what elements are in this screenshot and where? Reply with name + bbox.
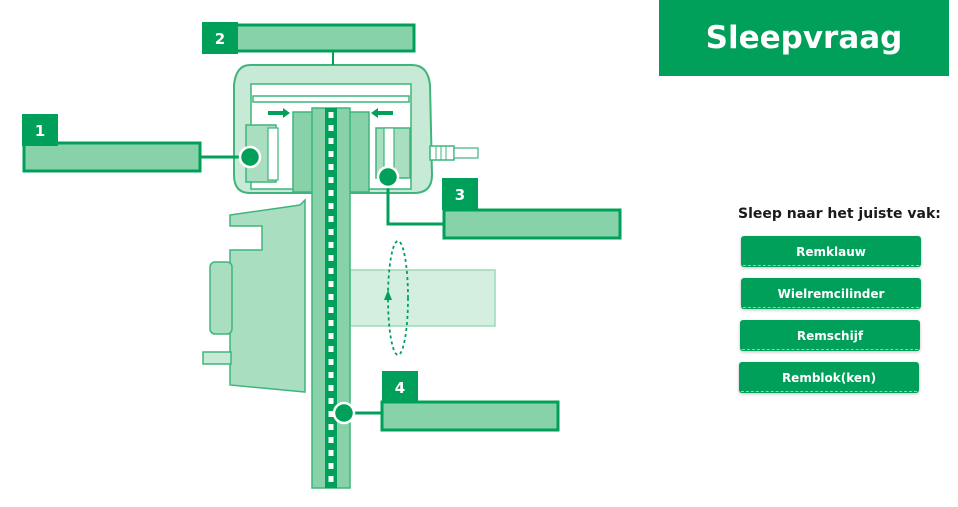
- target-number-badge-3: [442, 178, 478, 210]
- drop-target-4[interactable]: [380, 400, 560, 432]
- drag-item-remblokken[interactable]: Remblok(ken): [739, 362, 919, 393]
- steering-knuckle: [229, 198, 306, 393]
- brake-pad-inner-right: [348, 111, 370, 193]
- target-number-3: 3: [455, 186, 465, 204]
- page-title: Sleepvraag: [659, 0, 949, 76]
- rotation-arrow-icon: [387, 240, 409, 356]
- bleed-nipple: [429, 145, 455, 161]
- target-number-badge-2: [202, 22, 238, 54]
- rotation-arrowhead-icon: [384, 290, 392, 300]
- target-pointer-3: [376, 165, 400, 189]
- target-number-badge-4: [382, 371, 418, 403]
- target-number-1: 1: [35, 122, 45, 140]
- axle-shaft: [344, 269, 496, 327]
- brake-diagram: 1 2 3 4: [22, 22, 622, 489]
- target-number-badge-1: [22, 114, 58, 146]
- piston-arrow-right-icon: [371, 108, 393, 118]
- piston-arrow-left-icon: [268, 108, 290, 118]
- drop-target-1[interactable]: [22, 141, 202, 173]
- drop-target-2[interactable]: [234, 23, 416, 53]
- target-number-4: 4: [395, 379, 405, 397]
- drag-item-remschijf[interactable]: Remschijf: [740, 320, 920, 351]
- target-number-2: 2: [215, 30, 225, 48]
- wheel-bolt: [202, 351, 232, 365]
- drop-target-3[interactable]: [442, 208, 622, 240]
- hub-cap: [209, 261, 233, 335]
- target-pointer-1: [238, 145, 262, 169]
- drag-item-remklauw[interactable]: Remklauw: [741, 236, 921, 267]
- instruction-text: Sleep naar het juiste vak:: [738, 206, 941, 222]
- brake-pad-inner-left: [292, 111, 314, 193]
- caliper-bridge: [252, 95, 410, 103]
- drag-item-wielremcilinder[interactable]: Wielremcilinder: [741, 278, 921, 309]
- target-pointer-4: [332, 401, 356, 425]
